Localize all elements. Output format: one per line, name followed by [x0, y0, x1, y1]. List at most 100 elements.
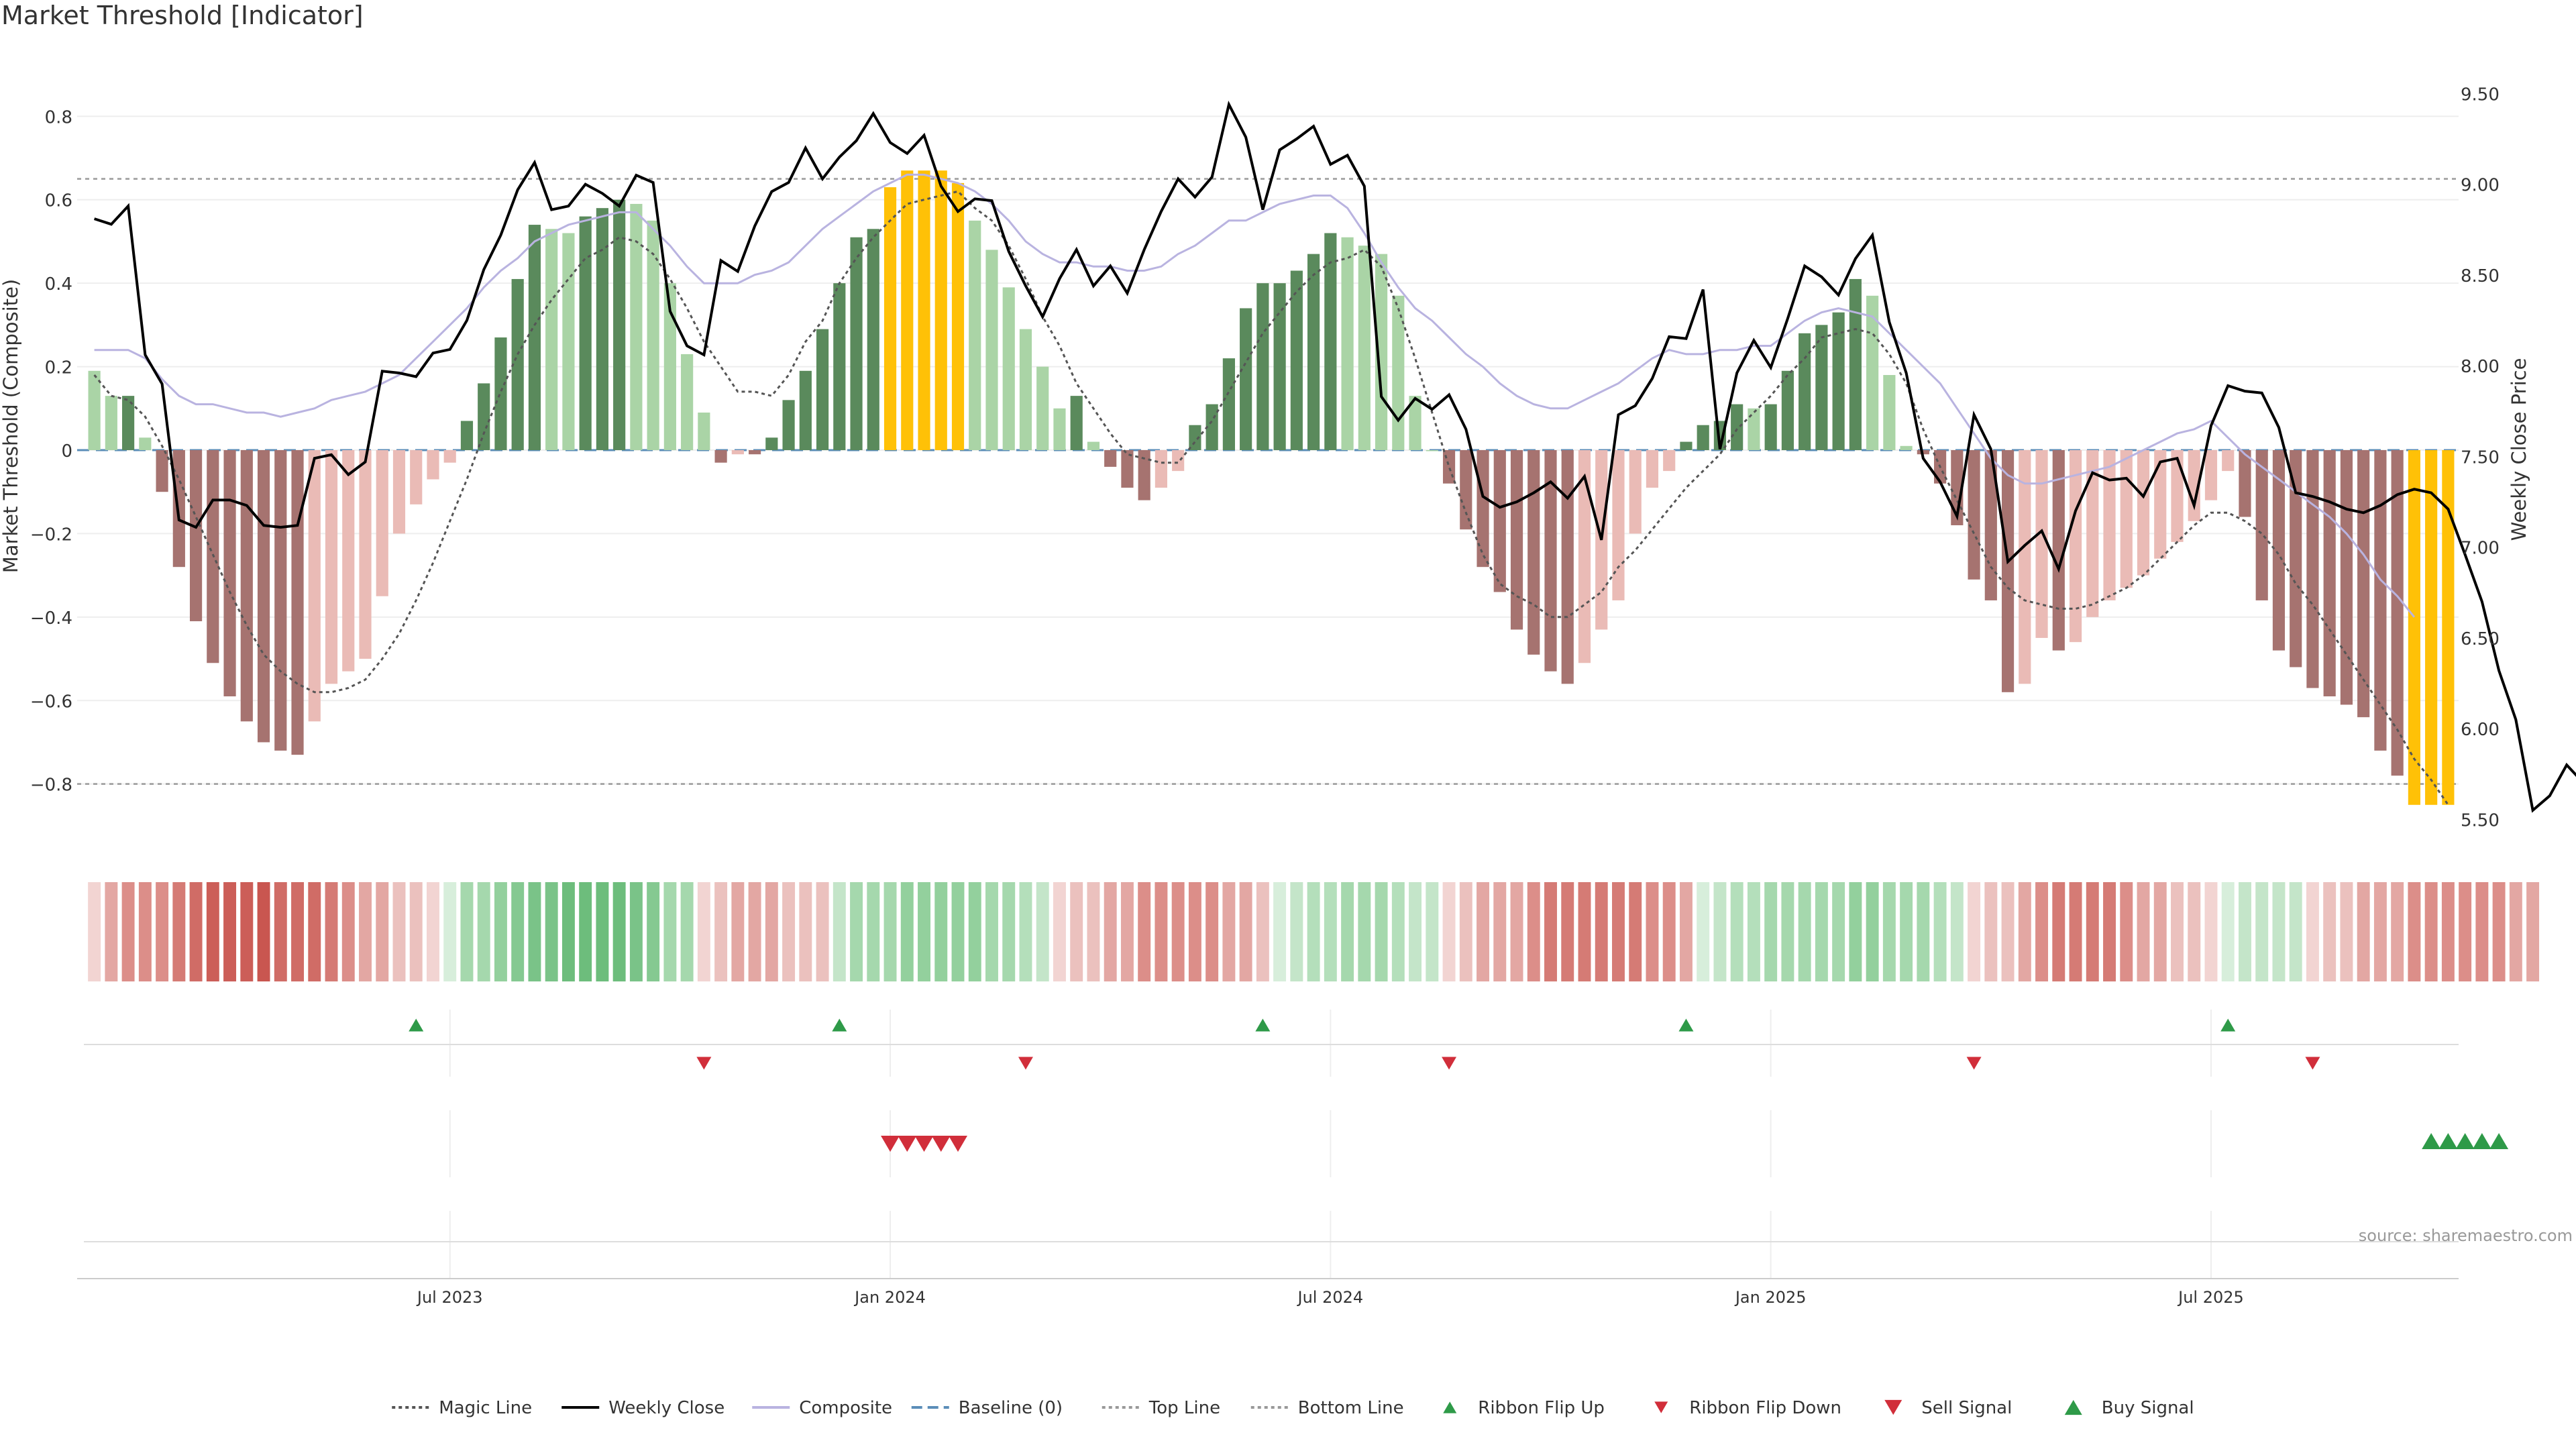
- ribbon-cell: [1968, 882, 1981, 981]
- composite-bar: [376, 450, 388, 596]
- ribbon-flip-down-marker: [2305, 1057, 2320, 1070]
- composite-bar: [1968, 450, 1980, 580]
- ribbon-cell: [765, 882, 778, 981]
- ribbon-cell: [1104, 882, 1117, 981]
- legend-label: Ribbon Flip Up: [1478, 1398, 1605, 1418]
- ribbon-cell: [799, 882, 812, 981]
- composite-bar: [934, 170, 947, 451]
- ribbon-cell: [1679, 882, 1693, 981]
- composite-bar: [1815, 325, 1828, 450]
- composite-bar: [1764, 404, 1777, 450]
- composite-bar: [613, 199, 626, 450]
- ribbon-cell: [1933, 882, 1947, 981]
- ribbon-cell: [985, 882, 998, 981]
- composite-bar: [88, 370, 101, 450]
- ribbon-cell: [1646, 882, 1659, 981]
- ribbon-cell: [1459, 882, 1472, 981]
- composite-bar: [782, 400, 795, 450]
- ribbon-cell: [2103, 882, 2116, 981]
- ribbon-cell: [409, 882, 423, 981]
- y-tick-label: −0.2: [30, 525, 72, 545]
- ribbon-cell: [1307, 882, 1320, 981]
- sell-signal-marker: [881, 1135, 900, 1152]
- ribbon-cell: [1697, 882, 1710, 981]
- ribbon-cell: [1984, 882, 1998, 981]
- y2-tick-label: 9.00: [2461, 176, 2500, 196]
- composite-bar: [1070, 396, 1083, 450]
- composite-bar: [2408, 450, 2420, 805]
- ribbon-cell: [2018, 882, 2031, 981]
- composite-bar: [511, 278, 524, 450]
- composite-bar: [1002, 287, 1015, 450]
- ribbon-cell: [1019, 882, 1032, 981]
- ribbon-cell: [782, 882, 796, 981]
- composite-bar: [1561, 450, 1574, 684]
- ribbon-cell: [2188, 882, 2201, 981]
- composite-bar: [2290, 450, 2302, 667]
- composite-bar: [443, 450, 456, 463]
- composite-bar: [1121, 450, 1134, 488]
- composite-bar: [2323, 450, 2336, 697]
- legend-swatch: [1884, 1399, 1902, 1415]
- ribbon-cell: [1629, 882, 1642, 981]
- x-tick-label: Jul 2025: [2177, 1288, 2244, 1307]
- ribbon-cell: [240, 882, 254, 981]
- ribbon-cell: [1036, 882, 1049, 981]
- composite-bar: [1036, 366, 1049, 450]
- composite-bar: [2069, 450, 2082, 643]
- composite-bar: [2137, 450, 2150, 576]
- ribbon-cell: [2323, 882, 2337, 981]
- composite-bar: [2154, 450, 2167, 559]
- ribbon-cell: [257, 882, 270, 981]
- ribbon-cell: [1882, 882, 1896, 981]
- ribbon-cell: [1155, 882, 1168, 981]
- composite-bar: [2239, 450, 2251, 517]
- ribbon-cell: [918, 882, 930, 981]
- composite-bar: [2306, 450, 2319, 688]
- composite-bar: [359, 450, 372, 659]
- composite-bar: [1680, 441, 1693, 450]
- ribbon-cell: [156, 882, 169, 981]
- ribbon-cell: [206, 882, 219, 981]
- composite-bar: [1460, 450, 1472, 530]
- legend-label: Weekly Close: [608, 1398, 724, 1418]
- composite-bar: [663, 283, 676, 450]
- ribbon-cell: [1205, 882, 1219, 981]
- ribbon-cell: [1832, 882, 1845, 981]
- magic-line: [93, 190, 2449, 806]
- ribbon-cell: [341, 882, 355, 981]
- composite-bar: [1155, 450, 1168, 488]
- source-note: source: sharemaestro.com: [2359, 1226, 2573, 1245]
- composite-bar: [901, 170, 914, 451]
- composite-bar: [918, 170, 930, 451]
- ribbon-cell: [274, 882, 287, 981]
- composite-bar: [1442, 450, 1456, 484]
- ribbon-cell: [392, 882, 406, 981]
- composite-bar: [1731, 404, 1743, 450]
- ribbon-cell: [1510, 882, 1523, 981]
- ribbon-cell: [1747, 882, 1760, 981]
- ribbon-cell: [1426, 882, 1439, 981]
- composite-bar: [714, 450, 727, 463]
- ribbon-cell: [2001, 882, 2015, 981]
- ribbon-cell: [1341, 882, 1354, 981]
- ribbon-cell: [1849, 882, 1862, 981]
- ribbon-cell: [2171, 882, 2184, 981]
- composite-bar: [122, 396, 135, 450]
- ribbon-cell: [867, 882, 880, 981]
- composite-bar: [2204, 450, 2218, 500]
- y-tick-label: 0.6: [45, 191, 72, 211]
- ribbon-cell: [2221, 882, 2235, 981]
- buy-signal-marker: [2489, 1132, 2509, 1150]
- legend-label: Top Line: [1148, 1398, 1220, 1418]
- ribbon-cell: [121, 882, 135, 981]
- ribbon-cell: [308, 882, 321, 981]
- composite-bar: [2035, 450, 2048, 638]
- ribbon-cell: [2153, 882, 2167, 981]
- ribbon-cell: [494, 882, 507, 981]
- ribbon-flip-panel: [84, 1018, 2459, 1070]
- y2-tick-label: 6.50: [2461, 629, 2500, 649]
- ribbon-flip-up-marker: [1678, 1018, 1694, 1032]
- ribbon-cell: [1900, 882, 1913, 981]
- ribbon-cell: [1273, 882, 1287, 981]
